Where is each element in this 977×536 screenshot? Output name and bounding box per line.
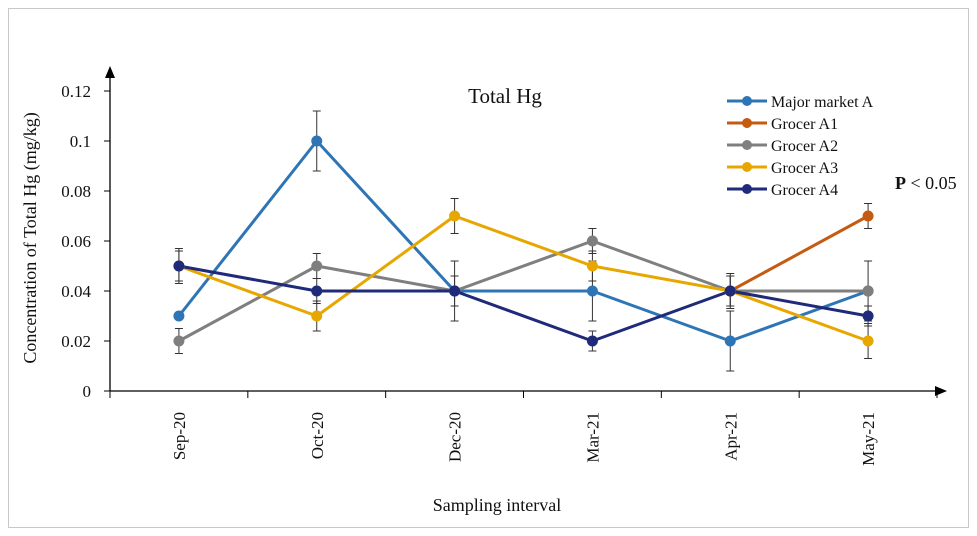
series-line-major-market-a [177, 139, 870, 343]
y-tick-label: 0.06 [61, 232, 91, 251]
legend-item-grocer-a2: Grocer A2 [727, 138, 838, 155]
x-tick-labels: Sep-20 Oct-20 Dec-20 Mar-21 Apr-21 May-21 [170, 412, 878, 466]
legend-item-grocer-a4: Grocer A4 [727, 182, 838, 199]
axes [104, 66, 947, 398]
x-tick-label-sep-20: Sep-20 [170, 412, 189, 460]
data-point-major-market-a [311, 135, 323, 147]
y-axis-arrow [105, 66, 115, 78]
x-tick-label-dec-20: Dec-20 [446, 412, 465, 462]
legend-item-major-market-a: Major market A [727, 94, 874, 111]
data-point-grocer-a4 [724, 285, 736, 297]
legend-swatch-marker [742, 96, 752, 106]
series-points [173, 135, 874, 347]
legend-swatch-marker [742, 140, 752, 150]
data-point-grocer-a4 [862, 310, 874, 322]
legend-label: Grocer A2 [771, 138, 838, 155]
series-line-grocer-a3 [177, 214, 870, 343]
data-point-grocer-a3 [586, 260, 598, 272]
chart-frame [8, 8, 969, 528]
legend-swatch-marker [742, 184, 752, 194]
data-point-grocer-a3 [862, 335, 874, 347]
y-tick-label: 0.02 [61, 332, 91, 351]
data-point-major-market-a [724, 335, 736, 347]
legend-label: Major market A [771, 94, 874, 111]
data-point-grocer-a2 [311, 260, 323, 272]
y-axis-label: Concentration of Total Hg (mg/kg) [20, 112, 41, 363]
series-lines [177, 139, 870, 343]
significance-p: P [895, 173, 906, 193]
legend-label: Grocer A4 [771, 182, 838, 199]
data-point-major-market-a [173, 310, 185, 322]
data-point-grocer-a1 [862, 210, 874, 222]
legend-label: Grocer A1 [771, 116, 838, 133]
x-tick-label-apr-21: Apr-21 [721, 412, 740, 461]
series-line-grocer-a4 [177, 264, 870, 343]
y-tick-label: 0.08 [61, 182, 91, 201]
y-tick-label: 0 [83, 382, 92, 401]
x-tick-label-mar-21: Mar-21 [583, 412, 602, 463]
data-point-major-market-a [586, 285, 598, 297]
data-point-grocer-a4 [449, 285, 461, 297]
x-axis-label: Sampling interval [433, 495, 561, 515]
data-point-grocer-a4 [586, 335, 598, 347]
legend-swatch-marker [742, 162, 752, 172]
series-line-grocer-a1 [728, 214, 870, 293]
legend-swatch-marker [742, 118, 752, 128]
y-tick-labels: 0 0.02 0.04 0.06 0.08 0.1 0.12 [61, 82, 91, 401]
data-point-grocer-a2 [862, 285, 874, 297]
x-tick-label-oct-20: Oct-20 [308, 412, 327, 459]
y-tick-label: 0.04 [61, 282, 91, 301]
chart-title: Total Hg [468, 84, 542, 108]
legend-item-grocer-a1: Grocer A1 [727, 116, 838, 133]
data-point-grocer-a3 [311, 310, 323, 322]
data-point-grocer-a2 [586, 235, 598, 247]
y-tick-label: 0.1 [70, 132, 91, 151]
significance-annotation: P < 0.05 [895, 173, 957, 193]
data-point-grocer-a3 [449, 210, 461, 222]
legend: Major market A Grocer A1 Grocer A2 Grocer A… [727, 94, 874, 199]
x-tick-label-may-21: May-21 [859, 412, 878, 466]
data-point-grocer-a4 [311, 285, 323, 297]
significance-threshold: < 0.05 [906, 173, 957, 193]
y-tick-label: 0.12 [61, 82, 91, 101]
legend-label: Grocer A3 [771, 160, 838, 177]
x-axis-arrow [935, 386, 947, 396]
data-point-grocer-a2 [173, 335, 185, 347]
legend-item-grocer-a3: Grocer A3 [727, 160, 838, 177]
data-point-grocer-a4 [173, 260, 185, 272]
series-line-grocer-a2 [177, 239, 870, 343]
